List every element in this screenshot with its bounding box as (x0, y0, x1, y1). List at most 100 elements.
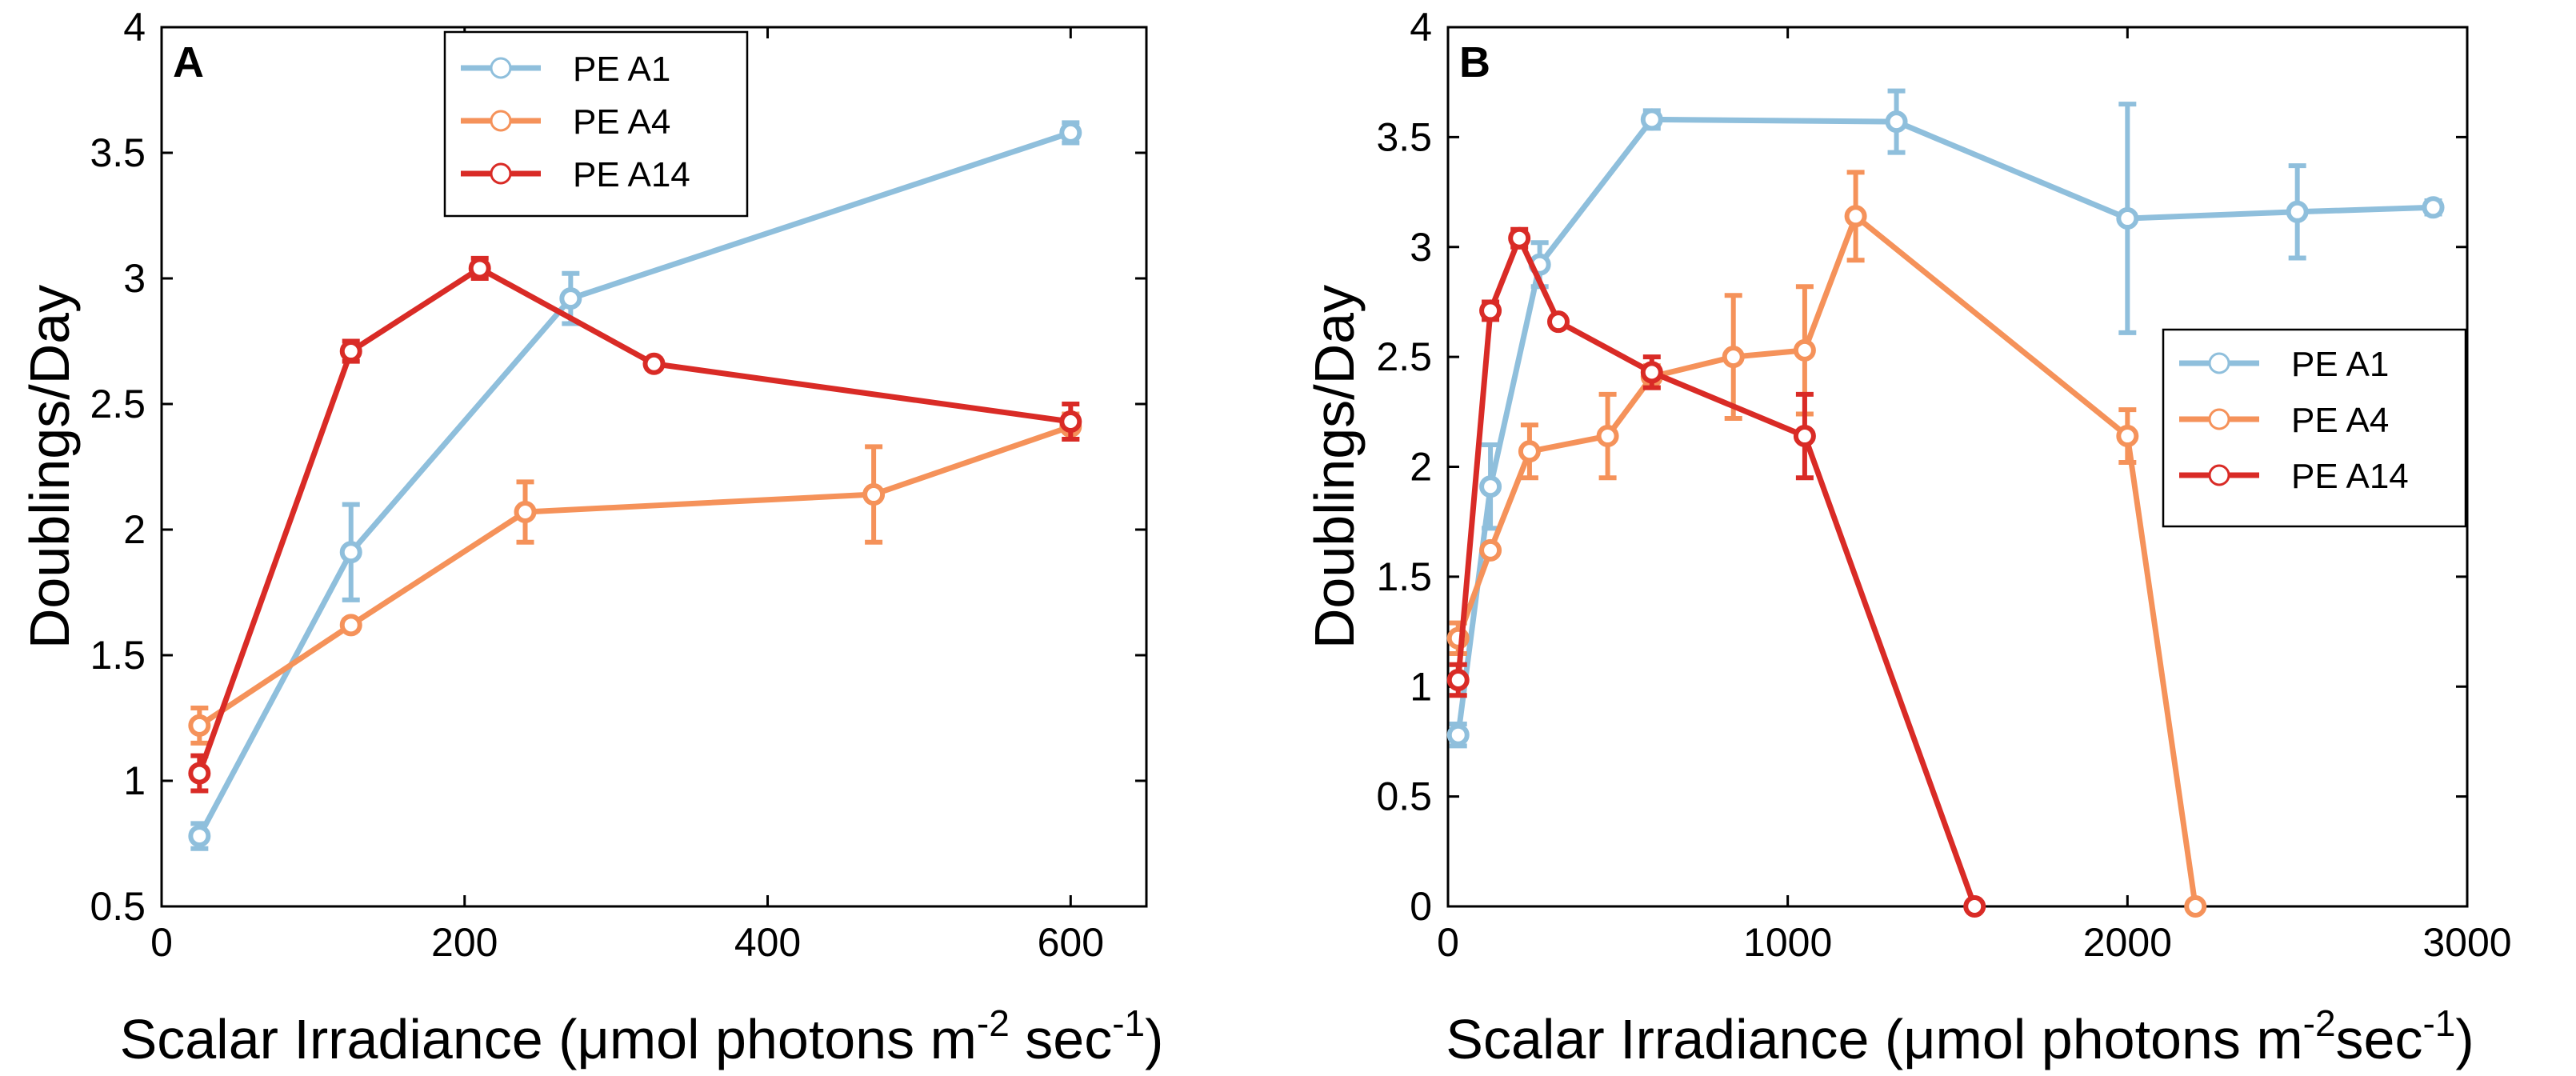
x-tick-label: 400 (734, 920, 801, 965)
x-tick-label: 0 (150, 920, 173, 965)
panel-b: 0 1000 2000 3000 0 0.5 1 1.5 2 2.5 3 3.5 4 Doublings/… (1303, 5, 2512, 1070)
data-point (2116, 425, 2139, 448)
legend-label: PE A4 (573, 102, 670, 142)
legend-item: PE A14 (2179, 457, 2409, 496)
legend-label: PE A14 (2291, 457, 2409, 496)
x-axis-title-part: μ (577, 1008, 609, 1070)
data-point (1640, 108, 1663, 131)
x-axis-title-part: μ (1903, 1008, 1935, 1070)
y-tick-label: 0 (1410, 884, 1432, 929)
data-point (2286, 200, 2309, 223)
y-tick-label: 2.5 (1376, 334, 1432, 379)
x-axis-title-part: -1 (2422, 1002, 2455, 1044)
series-line (1455, 116, 2434, 736)
legend-swatch-marker (2208, 352, 2230, 374)
legend-label: PE A1 (2291, 345, 2389, 384)
series-pe-a14 (188, 255, 1082, 794)
legend-item: PE A14 (461, 155, 690, 194)
data-point (1793, 338, 1816, 362)
legend-swatch-marker (490, 162, 512, 185)
data-point (339, 614, 362, 637)
x-axis-title-part: mol photons m (610, 1008, 977, 1070)
data-point (559, 287, 582, 310)
panel-label: A (173, 38, 204, 86)
legend-swatch-marker (490, 57, 512, 79)
x-tick-label: 3000 (2422, 920, 2511, 965)
x-axis-title-part: ) (2455, 1008, 2474, 1070)
series-pe-a4 (1446, 170, 2207, 918)
series-pe-a1 (188, 120, 1082, 851)
legend: PE A1 PE A4 PE A14 (443, 30, 749, 218)
x-axis-title-part: Scalar Irradiance ( (120, 1008, 578, 1070)
legend-item: PE A4 (2179, 401, 2389, 440)
axes-frame (160, 26, 1148, 908)
y-tick-label: 1 (1410, 664, 1432, 709)
data-point (1518, 440, 1541, 463)
y-tick-label: 4 (1410, 5, 1432, 50)
panel-label: B (1459, 38, 1490, 86)
x-axis-title: Scalar Irradiance (μmol photons m-2sec-1… (1446, 1002, 2474, 1070)
series-pe-a4 (188, 411, 1082, 746)
y-tick-label: 4 (123, 5, 146, 50)
x-axis-title-part: mol photons m (1936, 1008, 2303, 1070)
x-axis-title-part: sec (1010, 1008, 1112, 1070)
data-point (642, 352, 666, 375)
x-axis-title-part: sec (2336, 1008, 2423, 1070)
y-tick-label: 2.5 (90, 382, 146, 426)
data-point (1479, 475, 1502, 498)
data-point (2422, 196, 2445, 219)
x-axis-title-part: -2 (2303, 1002, 2336, 1044)
y-tick-label: 3 (123, 256, 146, 301)
data-point (1793, 425, 1816, 448)
x-axis-title: Scalar Irradiance (μmol photons m-2 sec-… (120, 1002, 1164, 1070)
series-pe-a14 (1446, 226, 1986, 918)
series-line (1455, 213, 2198, 907)
legend-item: PE A1 (461, 50, 670, 89)
data-point (1885, 110, 1908, 134)
legend-swatch-marker (2208, 464, 2230, 486)
x-tick-label: 0 (1437, 920, 1459, 965)
data-point (1479, 299, 1502, 322)
data-point (1640, 361, 1663, 384)
y-axis-title: Doublings/Day (18, 285, 81, 649)
data-point (1059, 410, 1082, 433)
data-point (514, 501, 537, 524)
y-tick-label: 2 (123, 507, 146, 552)
data-point (1508, 226, 1531, 250)
x-tick-label: 200 (431, 920, 498, 965)
data-point (339, 340, 362, 363)
data-point (188, 825, 211, 848)
legend-label: PE A1 (573, 50, 670, 89)
data-point (1844, 205, 1867, 228)
data-point (468, 257, 491, 280)
x-axis-title-part: ) (1145, 1008, 1163, 1070)
data-point (1963, 895, 1986, 918)
x-axis-title-part: -2 (977, 1002, 1010, 1044)
x-tick-label: 1000 (1743, 920, 1832, 965)
x-tick-label: 2000 (2083, 920, 2172, 965)
y-axis-title: Doublings/Day (1303, 285, 1366, 649)
data-point (1722, 346, 1745, 369)
y-tick-label: 2 (1410, 445, 1432, 490)
data-point (339, 541, 362, 564)
series-line (1455, 235, 1978, 908)
data-point (1547, 310, 1570, 334)
legend-label: PE A14 (573, 155, 690, 194)
x-tick-label: 600 (1038, 920, 1104, 965)
data-point (188, 762, 211, 785)
data-point (1596, 425, 1619, 448)
legend-item: PE A4 (461, 102, 670, 142)
y-tick-label: 0.5 (1376, 774, 1432, 819)
y-tick-label: 1.5 (90, 633, 146, 678)
data-point (188, 714, 211, 737)
series-line (197, 265, 1071, 774)
y-tick-label: 3 (1410, 225, 1432, 270)
legend-item: PE A1 (2179, 345, 2389, 384)
legend-swatch-marker (2208, 408, 2230, 430)
x-axis-title-part: -1 (1112, 1002, 1145, 1044)
legend: PE A1 PE A4 PE A14 (2162, 328, 2467, 528)
series-line (198, 423, 1072, 728)
data-point (862, 483, 886, 506)
y-tick-label: 3.5 (90, 130, 146, 175)
